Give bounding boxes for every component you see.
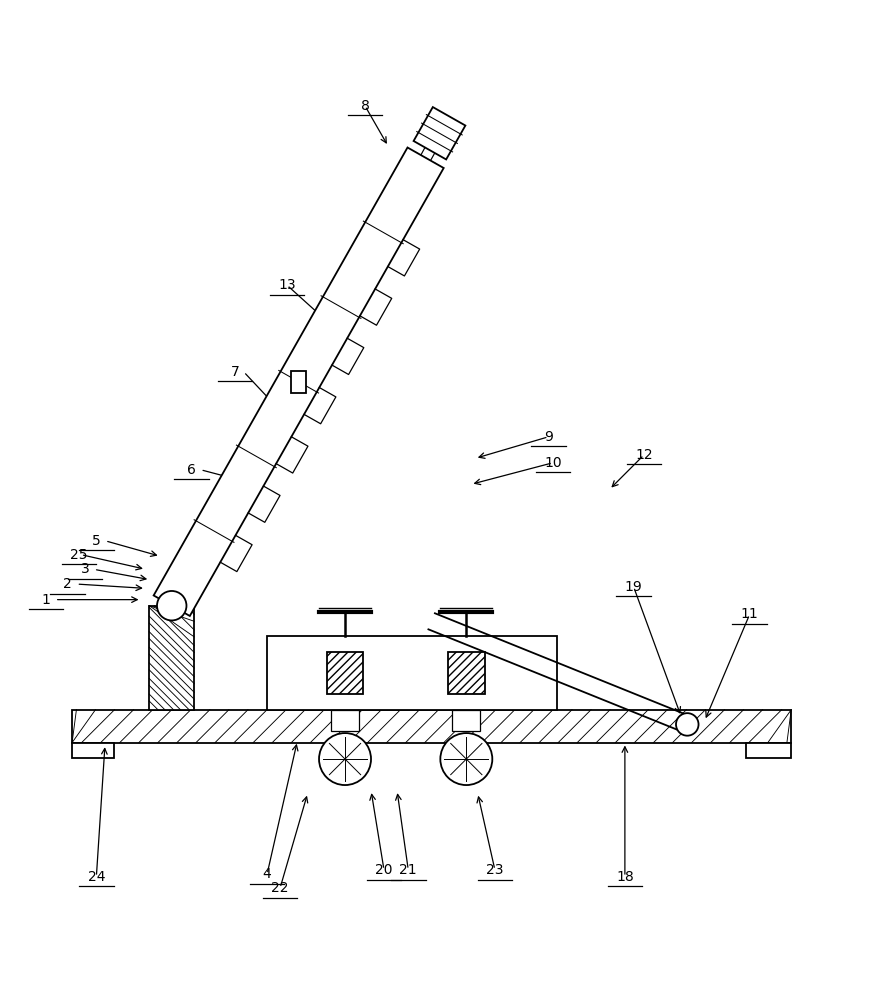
- Bar: [453, 710, 480, 731]
- Polygon shape: [153, 148, 444, 616]
- Bar: [448, 652, 485, 694]
- Text: 9: 9: [544, 430, 553, 444]
- Bar: [72, 710, 791, 743]
- Text: 12: 12: [635, 448, 653, 462]
- Circle shape: [440, 733, 493, 785]
- Text: 5: 5: [92, 534, 101, 548]
- Bar: [746, 743, 791, 758]
- Bar: [327, 652, 364, 694]
- Text: 21: 21: [399, 863, 417, 877]
- Bar: [291, 371, 306, 393]
- Text: 8: 8: [360, 99, 370, 113]
- Bar: [72, 743, 113, 758]
- Text: 3: 3: [81, 562, 90, 576]
- Text: 7: 7: [230, 365, 239, 379]
- Text: 6: 6: [187, 463, 196, 477]
- Bar: [267, 636, 557, 710]
- Text: 20: 20: [375, 863, 392, 877]
- Text: 4: 4: [262, 867, 271, 881]
- Text: 2: 2: [64, 577, 72, 591]
- Text: 10: 10: [544, 456, 562, 470]
- Text: 23: 23: [487, 863, 504, 877]
- Bar: [331, 710, 359, 731]
- Text: 18: 18: [616, 870, 634, 884]
- Text: 11: 11: [741, 607, 759, 621]
- Text: 24: 24: [87, 870, 106, 884]
- Polygon shape: [413, 107, 466, 159]
- Bar: [149, 606, 194, 710]
- Circle shape: [676, 713, 698, 736]
- Text: 22: 22: [271, 881, 289, 895]
- Text: 25: 25: [71, 548, 88, 562]
- Circle shape: [319, 733, 371, 785]
- Text: 13: 13: [278, 278, 296, 292]
- Circle shape: [157, 591, 187, 620]
- Text: 19: 19: [624, 580, 643, 594]
- Text: 1: 1: [42, 593, 51, 607]
